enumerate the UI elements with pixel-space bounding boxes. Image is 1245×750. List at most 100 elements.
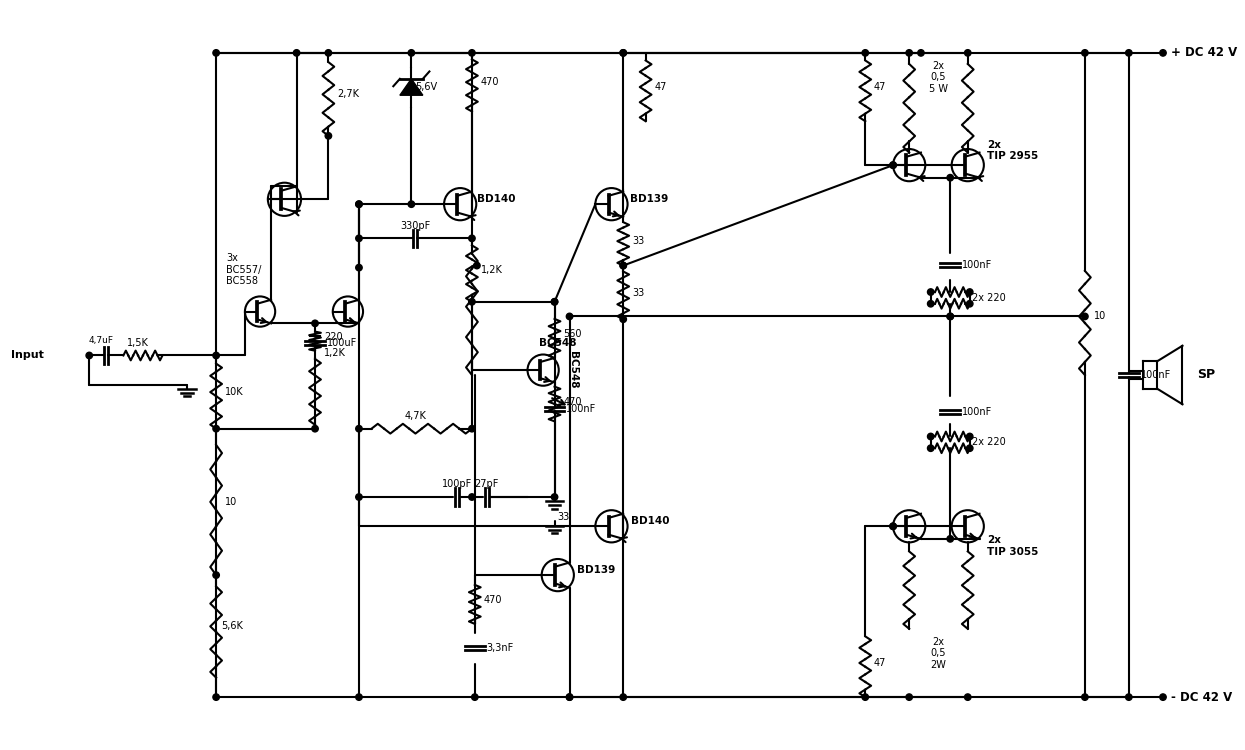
Circle shape [213,352,219,358]
Text: 47: 47 [655,82,667,92]
Text: 100pF: 100pF [442,479,472,489]
Text: 33: 33 [632,288,644,298]
Circle shape [356,201,362,208]
Circle shape [906,50,913,56]
Circle shape [213,572,219,578]
Circle shape [325,133,331,139]
Circle shape [552,298,558,305]
Text: BD139: BD139 [630,194,669,204]
Circle shape [566,694,573,700]
Text: 10: 10 [225,497,237,507]
Circle shape [311,320,319,326]
Text: 100uF: 100uF [326,338,357,348]
Circle shape [468,425,476,432]
Text: 2x 220: 2x 220 [971,437,1006,447]
Circle shape [473,262,481,268]
Circle shape [356,265,362,271]
Text: 4,7K: 4,7K [405,411,426,421]
Circle shape [918,50,924,56]
Circle shape [356,694,362,700]
Text: BD140: BD140 [631,517,670,526]
Circle shape [552,494,558,500]
Circle shape [620,50,626,56]
Circle shape [620,262,626,268]
Circle shape [408,50,415,56]
Circle shape [468,494,476,500]
Circle shape [966,433,974,439]
Text: 2x
0,5
5 W: 2x 0,5 5 W [929,61,947,94]
Circle shape [1082,694,1088,700]
Text: 4,7uF: 4,7uF [88,336,113,345]
Text: 47: 47 [874,658,886,668]
Circle shape [966,445,974,452]
Text: 470: 470 [483,595,502,604]
Circle shape [213,425,219,432]
Circle shape [356,494,362,500]
Text: 1,2K: 1,2K [324,348,346,358]
Circle shape [294,50,300,56]
Text: 27pF: 27pF [474,479,499,489]
Circle shape [890,162,896,168]
Text: + DC 42 V: + DC 42 V [1170,46,1238,59]
Text: 2,7K: 2,7K [337,89,359,99]
Circle shape [928,433,934,439]
Circle shape [86,352,92,358]
Circle shape [862,694,869,700]
Text: 5,6V: 5,6V [416,82,437,92]
Text: 10: 10 [1093,311,1106,322]
Circle shape [947,314,954,320]
Circle shape [468,298,476,305]
Circle shape [890,523,896,530]
Text: 100nF: 100nF [1140,370,1170,380]
Circle shape [1125,50,1132,56]
Circle shape [966,301,974,307]
Circle shape [1160,50,1167,56]
Circle shape [947,175,954,181]
Text: 100nF: 100nF [962,260,992,270]
Text: 47: 47 [874,82,886,92]
Circle shape [620,316,626,322]
Text: 33: 33 [632,236,644,246]
Circle shape [1082,314,1088,320]
Circle shape [1125,694,1132,700]
Text: 3x
BC557/
BC558: 3x BC557/ BC558 [225,253,261,286]
Circle shape [552,298,558,305]
Text: 220: 220 [324,332,342,342]
Text: 470: 470 [563,397,581,406]
Circle shape [965,50,971,56]
Text: BC548: BC548 [568,351,578,388]
Text: BD140: BD140 [477,194,515,204]
Text: 470: 470 [481,77,499,87]
Circle shape [928,289,934,296]
Circle shape [468,235,476,242]
Text: 33: 33 [558,512,570,521]
Text: BD139: BD139 [578,566,615,575]
Circle shape [620,50,626,56]
Circle shape [213,50,219,56]
Circle shape [408,201,415,208]
Circle shape [356,425,362,432]
Circle shape [890,162,896,168]
Circle shape [862,50,869,56]
Text: 1,2K: 1,2K [481,265,503,274]
Circle shape [1082,50,1088,56]
Circle shape [620,262,626,268]
Text: 2x 220: 2x 220 [971,293,1006,303]
Text: Input: Input [11,350,44,361]
Circle shape [356,201,362,208]
Circle shape [890,523,896,530]
Text: 560: 560 [563,328,581,338]
Text: 1,5K: 1,5K [127,338,149,348]
Circle shape [928,301,934,307]
Text: 3,3nF: 3,3nF [487,644,514,653]
Circle shape [468,50,476,56]
Text: BC548: BC548 [539,338,576,348]
Circle shape [311,425,319,432]
Text: 2x
TIP 3055: 2x TIP 3055 [987,535,1038,556]
Text: 330pF: 330pF [401,220,431,231]
Circle shape [947,536,954,542]
Text: 2x
0,5
2W: 2x 0,5 2W [930,637,946,670]
Circle shape [906,694,913,700]
Circle shape [965,694,971,700]
Polygon shape [400,79,423,95]
